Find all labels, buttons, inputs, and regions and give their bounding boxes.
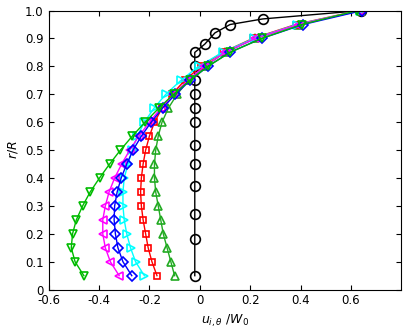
X-axis label: $u_{i,\theta}\ /W_0$: $u_{i,\theta}\ /W_0$ xyxy=(201,313,249,329)
Y-axis label: $r/R$: $r/R$ xyxy=(6,141,20,159)
